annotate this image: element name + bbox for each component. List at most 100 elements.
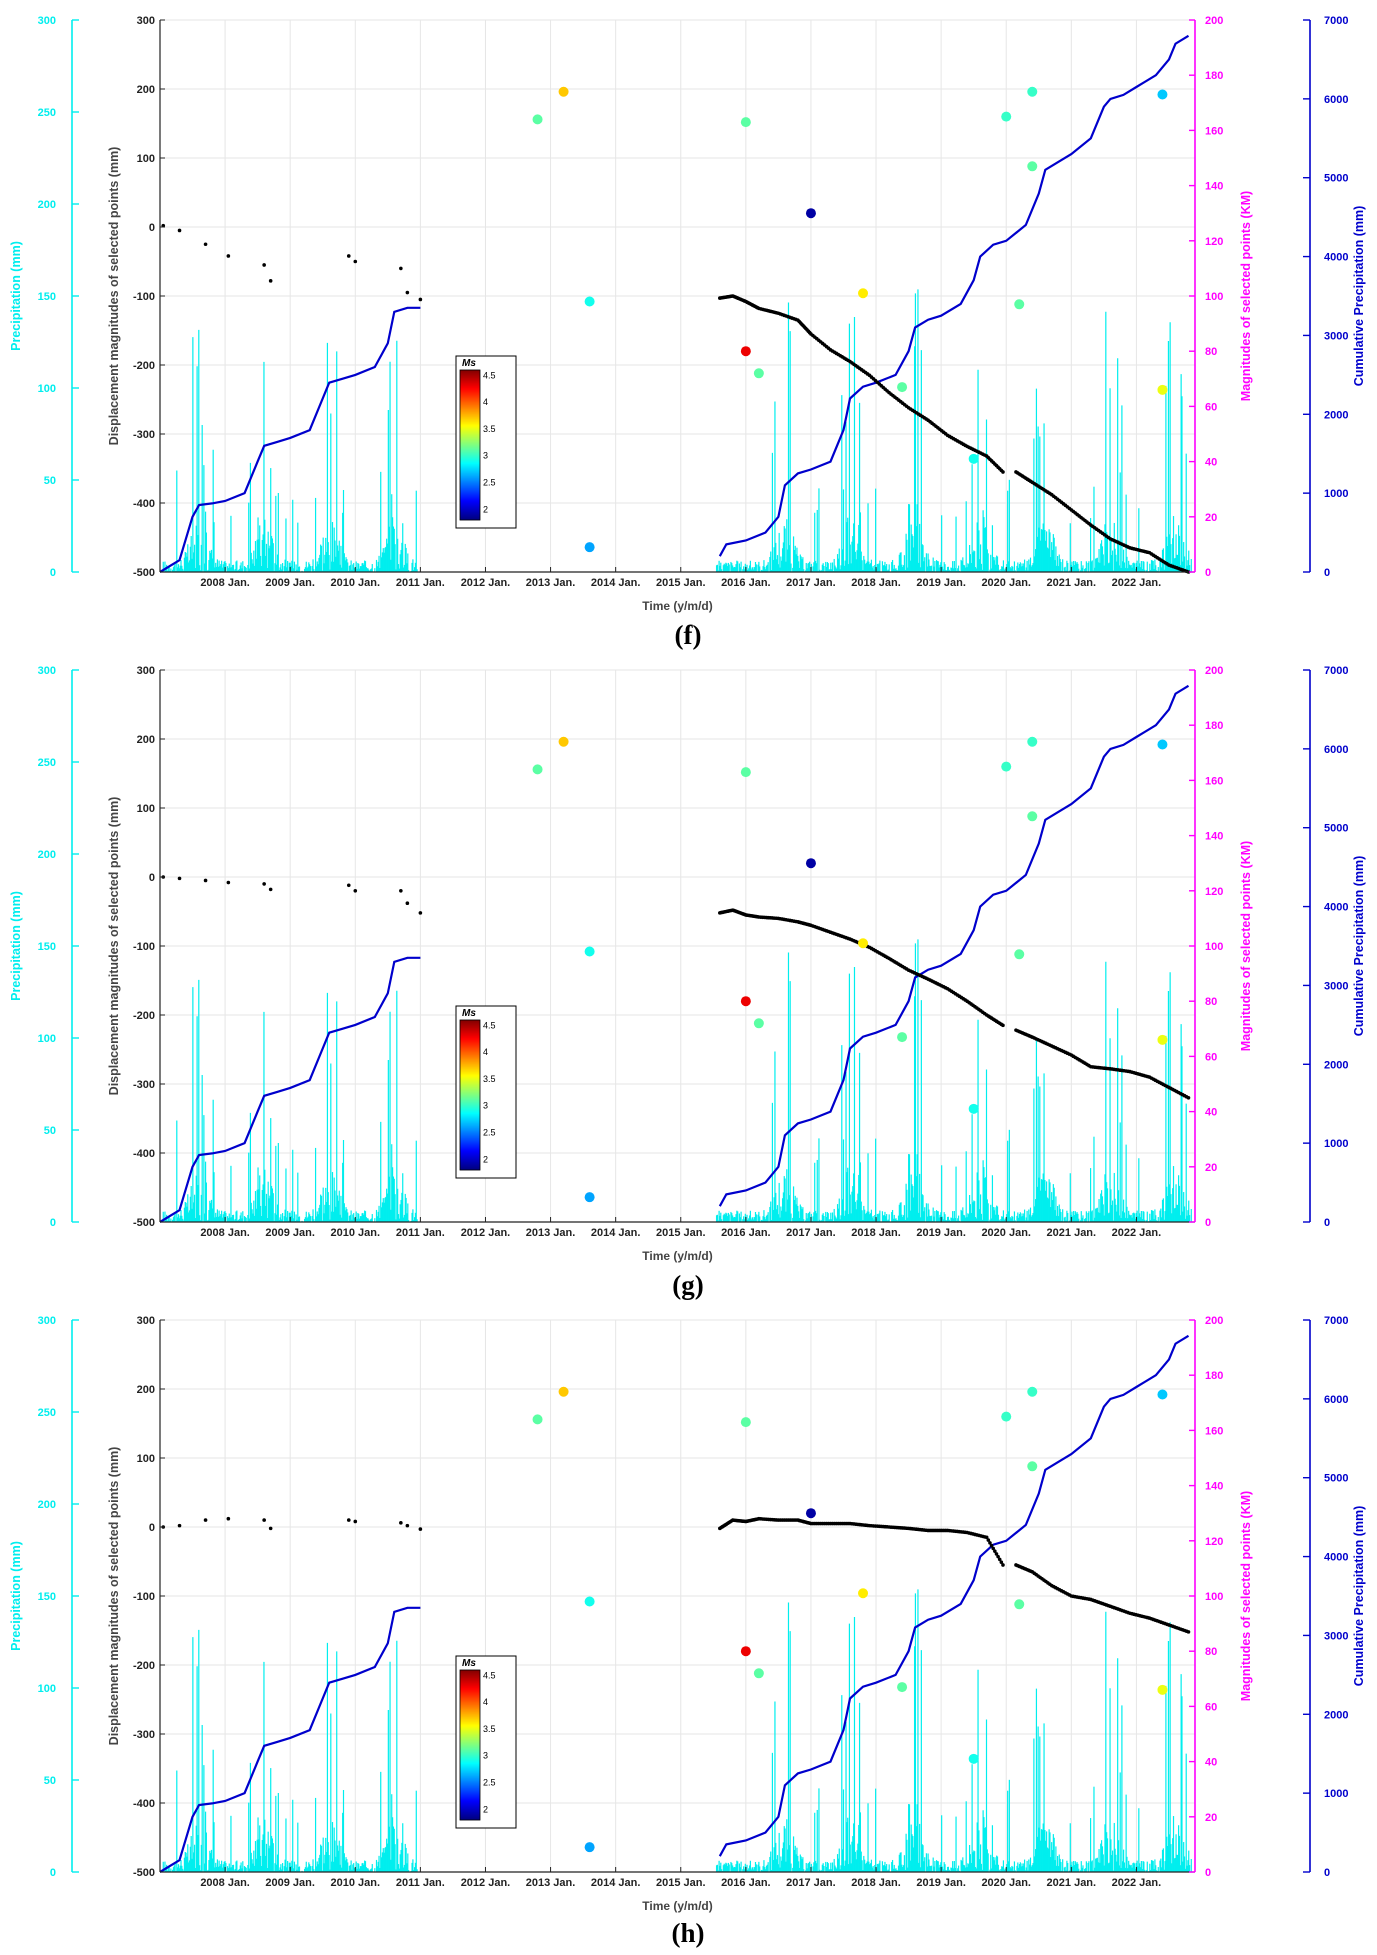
x-tick-label: 2022 Jan. [1112, 1877, 1162, 1889]
colorbar-segment [460, 1778, 480, 1780]
colorbar-segment [460, 1776, 480, 1778]
colorbar-segment [460, 1679, 480, 1681]
colorbar-segment [460, 1768, 480, 1770]
colorbar-segment [460, 1775, 480, 1777]
colorbar-segment [460, 513, 480, 515]
colorbar-segment [460, 413, 480, 415]
earthquake-point [532, 1414, 543, 1425]
magnitude-tick-label: 160 [1205, 775, 1223, 787]
colorbar-segment [460, 1729, 480, 1731]
colorbar-segment [460, 1790, 480, 1792]
colorbar-segment [460, 441, 480, 443]
colorbar-segment [460, 379, 480, 381]
colorbar-segment [460, 506, 480, 508]
colorbar-segment [460, 446, 480, 448]
colorbar-segment [460, 1026, 480, 1028]
displacement-point [1186, 1096, 1191, 1100]
colorbar-segment [460, 518, 480, 520]
colorbar-segment [460, 1040, 480, 1042]
colorbar-segment [460, 499, 480, 501]
colorbar-segment [460, 448, 480, 450]
colorbar-segment [460, 1737, 480, 1739]
colorbar-segment [460, 1157, 480, 1159]
colorbar-segment [460, 390, 480, 392]
colorbar-segment [460, 450, 480, 452]
colorbar-segment [460, 1029, 480, 1031]
colorbar-segment [460, 1023, 480, 1025]
colorbar-segment [460, 1133, 480, 1135]
colorbar-segment [460, 391, 480, 393]
x-tick-label: 2020 Jan. [981, 577, 1031, 589]
colorbar-segment [460, 1704, 480, 1706]
colorbar-segment [460, 371, 480, 373]
colorbar-segment [460, 1724, 480, 1726]
cumulative-tick-label: 1000 [1324, 1788, 1348, 1800]
x-axis-label: Time (y/m/d) [642, 599, 712, 613]
colorbar-segment [460, 1161, 480, 1163]
colorbar-segment [460, 1688, 480, 1690]
displacement-axis-label: Displacement magnitudes of selected poin… [107, 147, 121, 446]
colorbar-segment [460, 425, 480, 427]
colorbar-segment [460, 486, 480, 488]
colorbar-segment [460, 1674, 480, 1676]
colorbar-segment [460, 1039, 480, 1041]
colorbar-segment [460, 1050, 480, 1052]
colorbar-segment [460, 1102, 480, 1104]
colorbar-segment [460, 1072, 480, 1074]
chart-panel-g: Ms 2 2.5 3 3.5 4 4.5 2008 Jan. 2009 Jan. 2010 Jan… [9, 665, 1366, 1263]
colorbar-segment [460, 1034, 480, 1036]
colorbar-tick-label: 2 [483, 1154, 488, 1164]
displacement-tick-label: 0 [149, 872, 155, 884]
colorbar-segment [460, 517, 480, 519]
colorbar-segment [460, 381, 480, 383]
colorbar-segment [460, 479, 480, 481]
colorbar-segment [460, 1054, 480, 1056]
colorbar-segment [460, 1687, 480, 1689]
colorbar-segment [460, 1162, 480, 1164]
colorbar-tick-label: 3.5 [483, 1724, 496, 1734]
colorbar-segment [460, 1051, 480, 1053]
magnitude-tick-label: 180 [1205, 720, 1223, 732]
colorbar-segment [460, 507, 480, 509]
displacement-point [984, 1535, 989, 1540]
earthquake-point [1014, 1599, 1025, 1610]
earthquake-point [897, 382, 908, 393]
displacement-point [399, 1521, 403, 1525]
colorbar-segment [460, 1081, 480, 1083]
colorbar-frame [459, 1669, 481, 1821]
colorbar-segment [460, 1138, 480, 1140]
colorbar-segment [460, 1048, 480, 1050]
colorbar-segment [460, 1789, 480, 1791]
colorbar-segment [460, 1152, 480, 1154]
colorbar-segment [460, 1786, 480, 1788]
colorbar-segment [460, 1698, 480, 1700]
colorbar-segment [460, 1707, 480, 1709]
colorbar-segment [460, 1060, 480, 1062]
precip-tick-label: 300 [38, 665, 56, 677]
colorbar-segment [460, 1121, 480, 1123]
colorbar-segment [460, 1763, 480, 1765]
colorbar-segment [460, 372, 480, 374]
earthquake-point [584, 1192, 595, 1203]
precip-tick-label: 50 [44, 1125, 56, 1137]
x-tick-label: 2012 Jan. [461, 1227, 511, 1239]
colorbar-segment [460, 1813, 480, 1815]
displacement-point [346, 254, 351, 258]
colorbar-frame [459, 369, 481, 521]
colorbar-segment [460, 412, 480, 414]
colorbar-segment [460, 1032, 480, 1034]
colorbar-segment [460, 409, 480, 411]
magnitude-tick-label: 120 [1205, 236, 1223, 248]
colorbar-segment [460, 1757, 480, 1759]
colorbar-segment [460, 1677, 480, 1679]
precip-tick-label: 250 [38, 1407, 56, 1419]
cumulative-precip-line [159, 956, 421, 1223]
precip-tick-label: 0 [50, 567, 56, 579]
colorbar-segment [460, 1094, 480, 1096]
colorbar-segment [460, 1128, 480, 1130]
magnitude-axis-label: Magnitudes of selected points (KM) [1239, 1491, 1253, 1701]
colorbar-segment [460, 1047, 480, 1049]
colorbar-segment [460, 1699, 480, 1701]
cumulative-tick-label: 5000 [1324, 173, 1348, 185]
magnitude-tick-label: 0 [1205, 1867, 1211, 1879]
